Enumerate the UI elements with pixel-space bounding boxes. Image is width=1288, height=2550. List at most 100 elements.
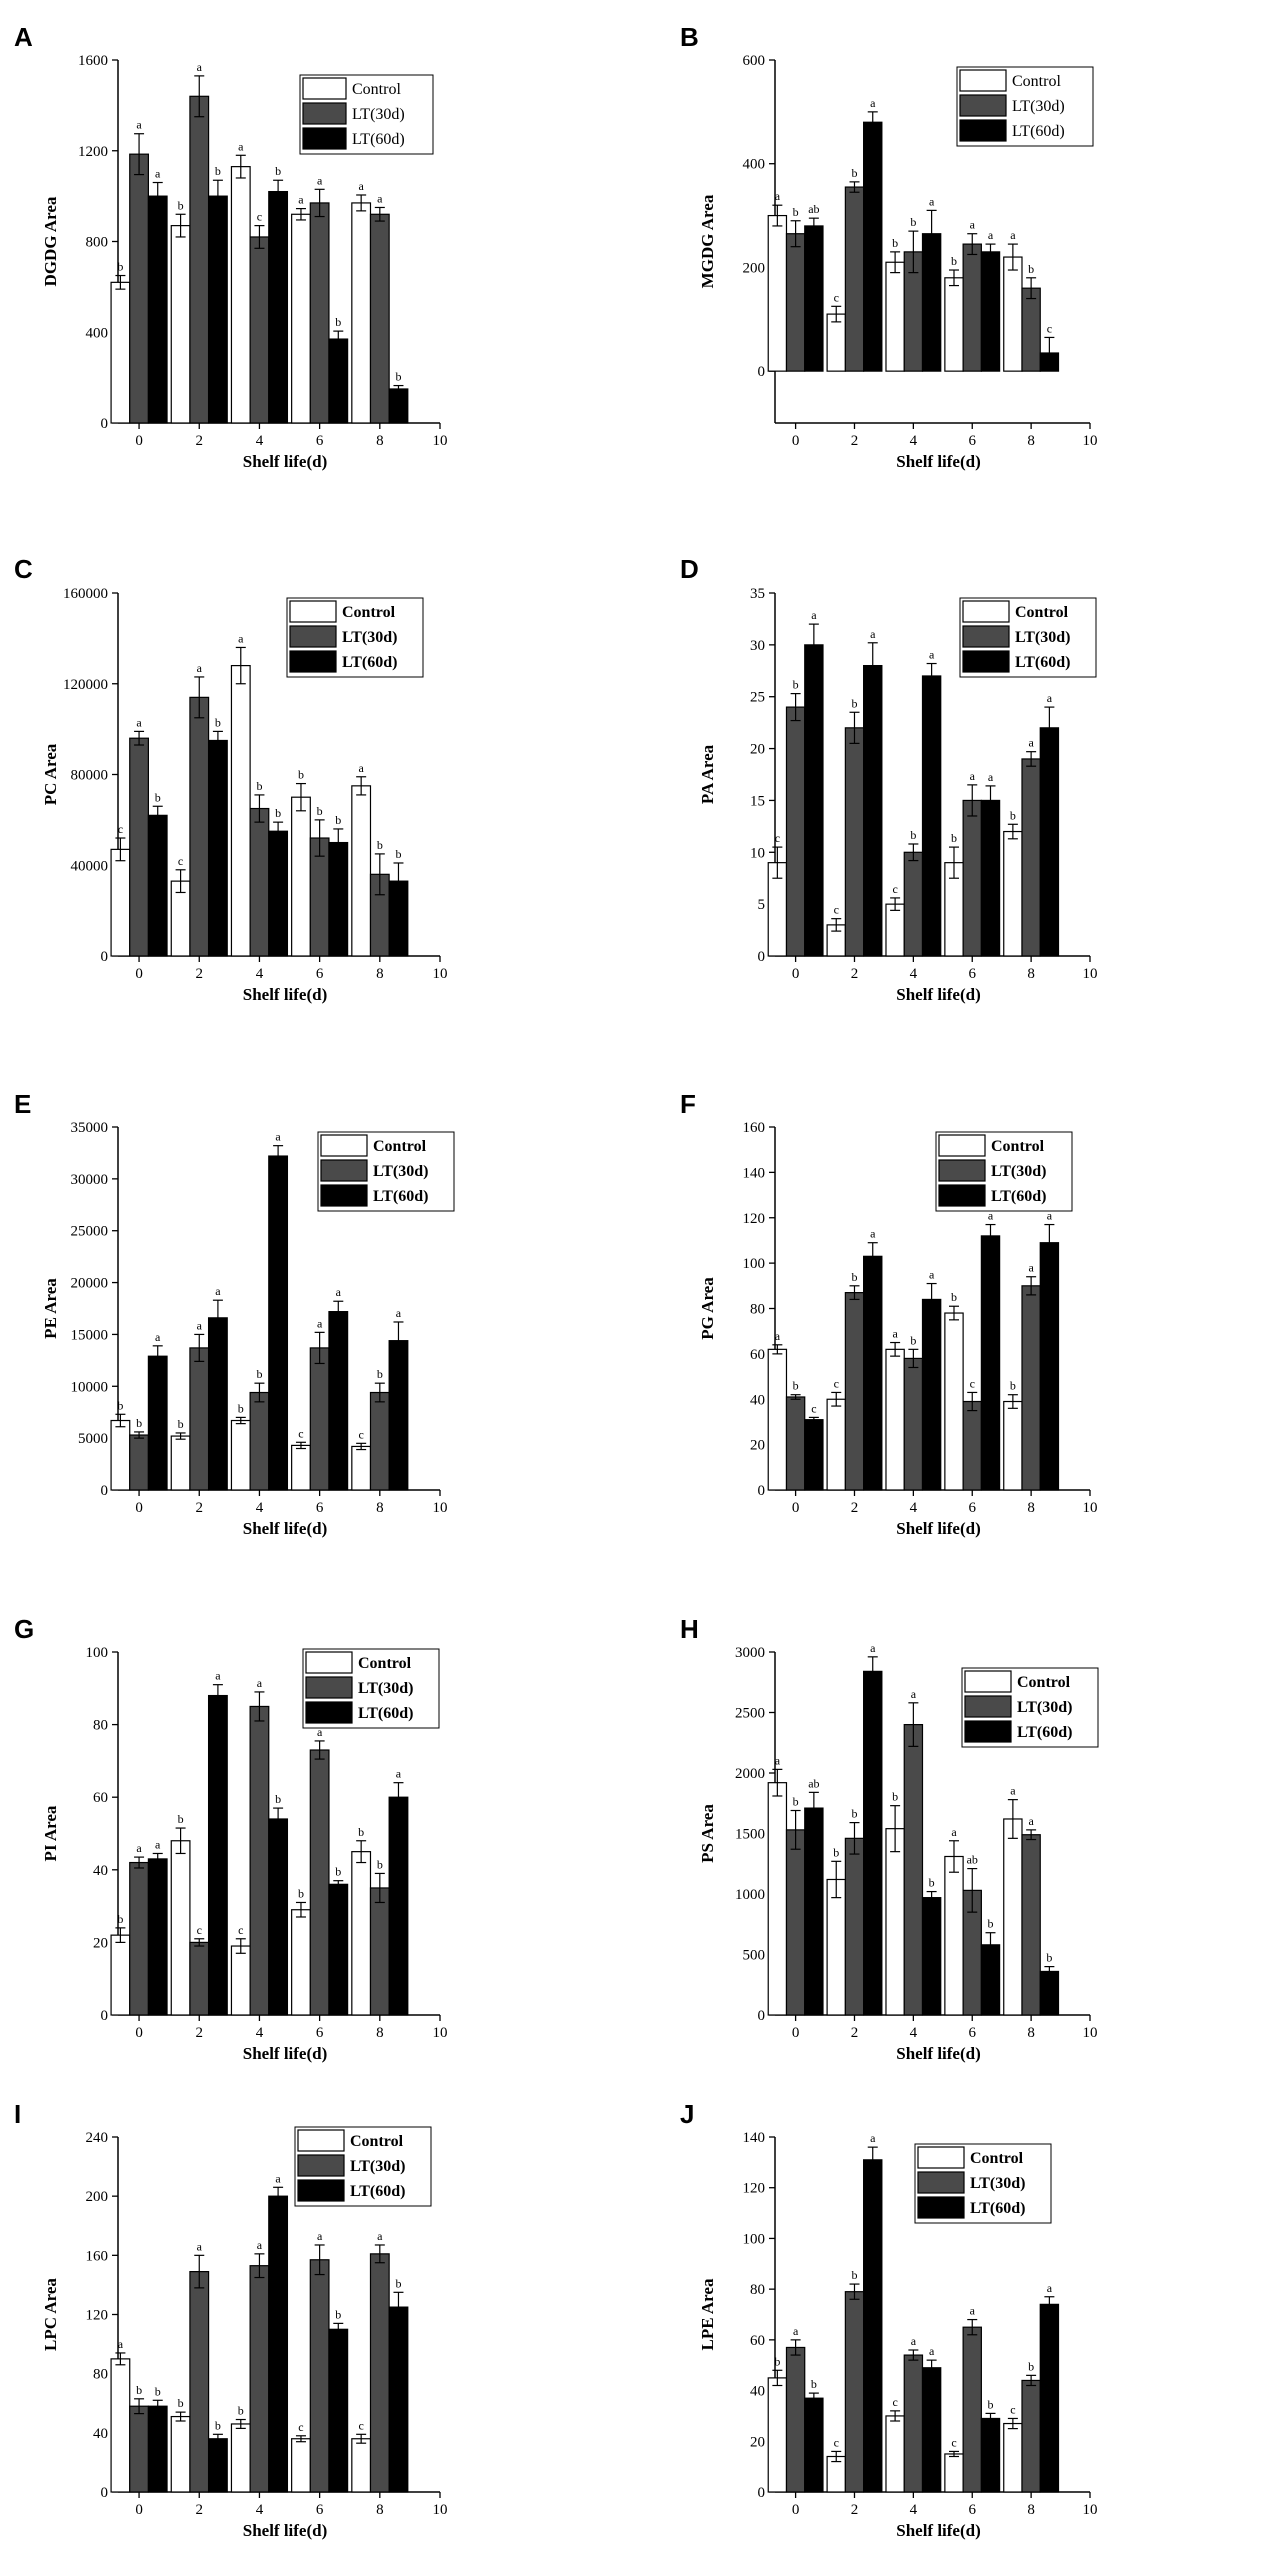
bar-lt30d-day0 — [129, 1861, 149, 2016]
legend-swatch — [938, 1134, 986, 1157]
x-tick-label: 8 — [1027, 2025, 1035, 2041]
bar-lt60d-day0 — [147, 195, 168, 424]
significance-label: c — [298, 2420, 303, 2434]
significance-label: b — [215, 2418, 221, 2432]
legend-swatch — [964, 1720, 1012, 1743]
legend-swatch — [302, 102, 347, 125]
y-tick-label: 400 — [86, 325, 109, 341]
y-axis-title: PI Area — [41, 1805, 60, 1861]
significance-label: c — [118, 822, 123, 836]
legend-label: Control — [373, 1138, 427, 1155]
panel-letter: J — [680, 2099, 694, 2129]
significance-label: c — [834, 1376, 839, 1390]
significance-label: a — [970, 769, 976, 783]
significance-label: b — [117, 1398, 123, 1412]
x-tick-label: 10 — [433, 433, 448, 449]
significance-label: b — [833, 1845, 839, 1859]
y-tick-label: 800 — [86, 235, 109, 251]
bar-lt30d-day0 — [785, 2346, 806, 2493]
y-tick-label: 0 — [758, 364, 766, 380]
x-tick-label: 0 — [135, 1500, 143, 1516]
y-tick-label: 1000 — [735, 1887, 765, 1903]
bar-lt30d-day2 — [844, 727, 865, 957]
bar-lt60d-day2 — [207, 1694, 228, 2016]
significance-label: a — [970, 218, 976, 232]
y-tick-label: 140 — [743, 2130, 766, 2146]
bar-control-day8 — [351, 785, 372, 957]
x-tick-label: 4 — [256, 2502, 264, 2518]
significance-label: c — [970, 1376, 975, 1390]
y-tick-label: 20 — [750, 2434, 765, 2450]
significance-label: b — [851, 696, 857, 710]
bar-control-day6 — [291, 1909, 311, 2016]
x-tick-label: 4 — [910, 966, 918, 982]
y-tick-label: 0 — [758, 949, 766, 965]
x-tick-label: 0 — [135, 2025, 143, 2041]
significance-label: b — [1010, 808, 1016, 822]
significance-label: b — [335, 315, 341, 329]
y-tick-label: 500 — [743, 1948, 766, 1964]
legend-label: LT(60d) — [358, 1705, 413, 1722]
significance-label: a — [197, 2239, 203, 2253]
y-tick-label: 60 — [750, 1347, 765, 1363]
y-tick-label: 240 — [86, 2130, 109, 2146]
significance-label: a — [215, 1284, 221, 1298]
y-tick-label: 120 — [743, 1211, 766, 1227]
legend-label: LT(30d) — [970, 2175, 1025, 2192]
legend-swatch — [938, 1159, 986, 1182]
x-tick-label: 4 — [910, 2025, 918, 2041]
bar-lt30d-day2 — [189, 1941, 210, 2016]
legend-swatch — [962, 625, 1010, 648]
significance-label: b — [1010, 1379, 1016, 1393]
significance-label: a — [377, 191, 383, 205]
y-tick-label: 35000 — [71, 1120, 109, 1136]
bar-lt60d-day8 — [388, 2306, 409, 2493]
significance-label: b — [215, 715, 221, 729]
significance-label: b — [178, 2396, 184, 2410]
significance-label: b — [929, 1876, 935, 1890]
bar-lt60d-day6 — [328, 841, 349, 957]
bar-control-day0 — [767, 1782, 788, 2016]
significance-label: a — [155, 167, 161, 181]
significance-label: b — [117, 1912, 123, 1926]
significance-label: a — [951, 1825, 957, 1839]
bar-control-day0 — [110, 848, 131, 957]
bar-lt30d-day8 — [369, 1887, 390, 2016]
legend-swatch — [917, 2171, 965, 2194]
y-tick-label: 25 — [750, 690, 765, 706]
significance-label: a — [396, 1767, 402, 1781]
significance-label: a — [136, 1841, 142, 1855]
significance-label: b — [215, 164, 221, 178]
significance-label: a — [1010, 1784, 1016, 1798]
bar-lt60d-day2 — [863, 121, 883, 372]
legend-label: LT(30d) — [991, 1163, 1046, 1180]
bar-lt30d-day6 — [962, 1400, 982, 1491]
x-tick-label: 2 — [196, 1500, 204, 1516]
significance-label: b — [774, 2354, 780, 2368]
x-tick-label: 0 — [135, 966, 143, 982]
legend-label: LT(30d) — [1017, 1699, 1072, 1716]
x-axis-title: Shelf life(d) — [243, 1519, 328, 1538]
bar-lt30d-day2 — [189, 95, 210, 424]
significance-label: b — [793, 678, 799, 692]
bar-control-day2 — [826, 313, 846, 372]
bar-lt30d-day8 — [1021, 2379, 1041, 2493]
significance-label: a — [1028, 1814, 1034, 1828]
significance-label: b — [892, 236, 898, 250]
bar-control-day4 — [230, 664, 251, 957]
y-tick-label: 40 — [93, 2426, 108, 2442]
significance-label: a — [336, 1285, 342, 1299]
significance-label: c — [238, 1923, 243, 1937]
y-tick-label: 40 — [750, 2384, 765, 2400]
significance-label: c — [834, 903, 839, 917]
chart-panel-J: J 0 20 40 60 80 100 120 140 0 2 4 6 8 10 Shelf life(d) L… — [680, 2099, 1098, 2540]
legend-swatch — [962, 650, 1010, 673]
significance-label: b — [275, 1792, 281, 1806]
legend-label: Control — [991, 1138, 1045, 1155]
bar-lt60d-day4 — [921, 2367, 942, 2493]
significance-label: a — [911, 2334, 917, 2348]
legend-label: Control — [342, 604, 396, 621]
x-tick-label: 6 — [316, 2025, 324, 2041]
significance-label: c — [892, 2395, 897, 2409]
x-axis-title: Shelf life(d) — [243, 2044, 328, 2063]
